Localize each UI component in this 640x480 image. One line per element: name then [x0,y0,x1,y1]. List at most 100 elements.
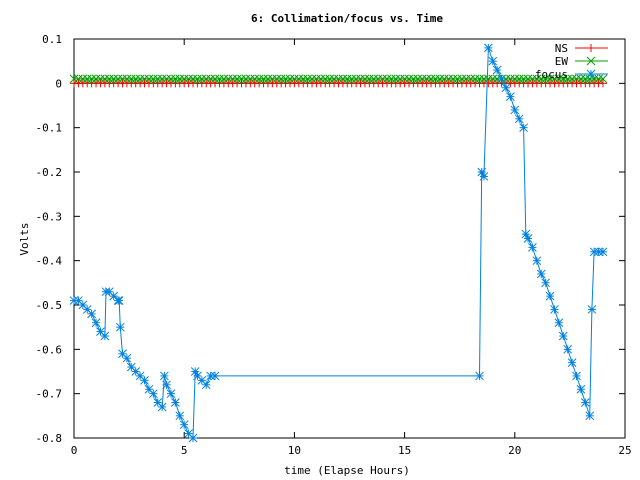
data-point [413,74,423,84]
data-point [488,74,498,84]
data-point [422,74,431,84]
y-tick-label: -0.3 [36,210,63,223]
data-point [78,74,88,84]
data-point [325,74,335,84]
data-point [479,172,489,181]
data-point [506,74,515,84]
data-point [378,74,387,84]
x-tick-label: 25 [618,444,631,457]
data-point [391,74,401,84]
data-point [545,74,555,84]
data-point [201,74,211,84]
y-tick-label: -0.5 [36,299,63,312]
data-point [114,296,124,305]
data-point [254,74,264,84]
data-point [351,74,361,84]
data-point [223,74,233,84]
data-point [245,74,255,84]
data-point [250,74,260,84]
data-point [501,83,511,93]
data-point [598,74,608,84]
data-point [263,74,273,84]
data-point [162,380,171,390]
data-point [100,74,110,84]
data-point [580,74,590,84]
data-point [148,74,158,84]
data-point [461,74,471,84]
data-point [126,74,136,84]
data-point [369,74,379,84]
data-point [148,389,158,399]
data-point [303,74,312,84]
data-point [519,123,528,133]
y-axis-label: Volts [18,222,31,255]
legend-marker [587,44,595,52]
data-point [104,287,114,297]
data-point [483,74,493,84]
y-tick-label: -0.6 [36,343,63,356]
series-NS [70,79,607,88]
data-point [69,74,79,84]
data-point [439,74,449,84]
legend-label: NS [555,42,568,55]
data-point [576,384,586,394]
data-point [157,74,167,84]
data-point [219,74,229,84]
data-point [241,74,251,84]
data-point [572,371,581,381]
data-point [113,74,123,84]
x-axis-label: time (Elapse Hours) [284,464,410,477]
x-tick-label: 10 [288,444,301,457]
data-point [558,331,568,341]
data-point [338,74,348,84]
data-point [334,74,343,84]
data-point [100,331,110,341]
data-point [237,74,246,84]
data-point [585,74,595,84]
y-tick-label: -0.2 [36,166,63,179]
data-point [387,74,396,84]
data-point [228,74,238,84]
x-tick-label: 5 [181,444,188,457]
data-point [144,74,154,84]
data-point [91,318,101,328]
data-point [585,411,595,421]
data-point [272,74,282,84]
data-point [232,74,242,84]
data-point [431,74,440,84]
data-point [587,305,597,314]
data-point [488,56,498,66]
data-point [514,114,524,124]
data-point [320,74,330,84]
y-tick-label: -0.1 [36,122,63,135]
data-point [184,74,193,84]
data-point [510,105,520,115]
data-point [598,247,608,257]
data-point [510,74,520,84]
y-tick-label: -0.4 [36,255,63,268]
data-point [171,74,180,84]
data-point [373,74,383,84]
data-point [382,74,392,84]
data-point [567,74,577,84]
data-point [594,74,603,84]
data-point [206,74,216,84]
y-tick-label: -0.8 [36,432,63,445]
data-point [532,74,542,84]
data-point [175,74,185,84]
data-point [550,74,559,84]
data-point [523,234,533,243]
data-point [197,74,207,84]
data-point [589,247,599,257]
data-point [312,74,321,84]
data-point [307,74,317,84]
data-point [74,74,83,84]
series-EW [69,74,608,84]
data-point [175,411,185,421]
data-point [316,74,326,84]
data-point [417,74,427,84]
data-point [188,433,198,443]
data-point [550,305,559,314]
data-point [184,429,193,438]
